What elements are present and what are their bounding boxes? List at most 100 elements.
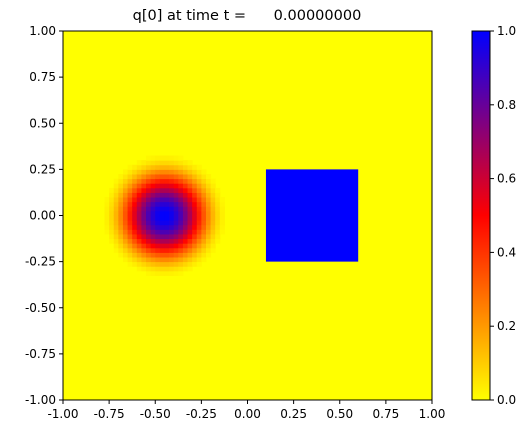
field-cell — [210, 197, 216, 203]
field-cell — [159, 266, 165, 272]
field-cell — [150, 210, 156, 216]
field-cell — [150, 220, 156, 226]
field-cell — [164, 261, 170, 267]
colorbar-tick-label: 1.0 — [497, 24, 516, 38]
field-cell — [205, 247, 212, 253]
field-cell — [141, 210, 147, 216]
field-cell — [178, 169, 184, 175]
field-cell — [192, 224, 198, 230]
field-cell — [205, 224, 212, 230]
field-cell — [182, 173, 189, 180]
field-cell — [187, 224, 193, 230]
field-cell — [169, 210, 175, 216]
field-cell — [150, 215, 156, 221]
field-cell — [132, 229, 138, 235]
field-cell — [113, 229, 119, 235]
field-cell — [182, 252, 189, 258]
field-cell — [164, 169, 170, 175]
field-cell — [127, 187, 133, 193]
field-cell — [122, 224, 129, 230]
field-cell — [113, 187, 119, 193]
field-cell — [164, 224, 170, 230]
field-cell — [210, 183, 216, 189]
field-cell — [159, 257, 165, 263]
field-cell — [118, 210, 124, 216]
field-cell — [173, 266, 179, 272]
field-cell — [178, 215, 184, 221]
x-tick-label: -0.25 — [186, 407, 217, 421]
field-cell — [104, 201, 110, 207]
field-cell — [118, 224, 124, 230]
field-cell — [109, 206, 115, 212]
field-cell — [182, 257, 189, 263]
field-cell — [132, 215, 138, 221]
field-cell — [201, 229, 207, 235]
field-cell — [136, 233, 142, 240]
field-cell — [127, 257, 133, 263]
field-cell — [122, 169, 129, 175]
field-cell — [155, 187, 161, 193]
field-cell — [201, 197, 207, 203]
field-cell — [159, 192, 165, 198]
field-cell — [141, 178, 147, 184]
field-cell — [169, 257, 175, 263]
field-cell — [215, 215, 221, 221]
field-cell — [205, 206, 212, 212]
field-cell — [169, 173, 175, 180]
field-cell — [164, 164, 170, 170]
field-cell — [122, 229, 129, 235]
field-cell — [215, 229, 221, 235]
field-cell — [146, 183, 152, 189]
field-cell — [196, 201, 202, 207]
field-cell — [113, 233, 119, 240]
field-cell — [192, 201, 198, 207]
field-cell — [132, 238, 138, 244]
field-cell — [132, 224, 138, 230]
field-cell — [146, 266, 152, 272]
field-cell — [182, 210, 189, 216]
field-cell — [136, 261, 142, 267]
colorbar-tick-label: 0.0 — [497, 393, 516, 407]
field-cell — [104, 229, 110, 235]
field-cell — [182, 238, 189, 244]
field-cell — [182, 178, 189, 184]
field-cell — [173, 192, 179, 198]
field-cell — [169, 270, 175, 276]
gaussian-blob — [104, 155, 225, 276]
field-cell — [136, 252, 142, 258]
field-cell — [187, 173, 193, 180]
field-cell — [196, 178, 202, 184]
field-cell — [164, 220, 170, 226]
field-cell — [132, 192, 138, 198]
field-cell — [205, 229, 212, 235]
field-cell — [118, 229, 124, 235]
field-cell — [127, 206, 133, 212]
field-cell — [196, 238, 202, 244]
field-cell — [187, 229, 193, 235]
field-cell — [159, 155, 165, 161]
field-cell — [192, 257, 198, 263]
field-cell — [155, 215, 161, 221]
field-cell — [187, 233, 193, 240]
field-cell — [109, 210, 115, 216]
field-cell — [146, 261, 152, 267]
field-cell — [187, 164, 193, 170]
field-cell — [146, 229, 152, 235]
field-cell — [109, 201, 115, 207]
field-cell — [169, 197, 175, 203]
field-cell — [187, 247, 193, 253]
field-cell — [122, 187, 129, 193]
field-cell — [132, 210, 138, 216]
field-cell — [150, 164, 156, 170]
field-cell — [146, 243, 152, 249]
field-cell — [141, 224, 147, 230]
field-cell — [155, 261, 161, 267]
field-cell — [150, 233, 156, 240]
field-cell — [219, 220, 225, 226]
field-cell — [173, 224, 179, 230]
field-cell — [187, 183, 193, 189]
field-cell — [118, 183, 124, 189]
field-cell — [104, 197, 110, 203]
field-cell — [173, 206, 179, 212]
